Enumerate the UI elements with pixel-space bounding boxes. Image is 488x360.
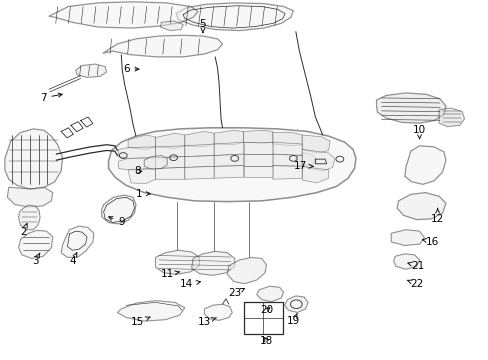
Polygon shape [184,131,214,147]
Polygon shape [272,166,302,179]
Text: 3: 3 [32,253,40,266]
Text: 4: 4 [69,253,77,266]
Text: 10: 10 [412,125,425,139]
Text: 11: 11 [160,269,179,279]
Polygon shape [390,230,424,246]
Polygon shape [243,130,272,143]
Polygon shape [19,205,40,230]
Polygon shape [243,154,272,166]
Polygon shape [214,154,243,166]
Polygon shape [144,156,167,169]
Polygon shape [214,142,243,156]
Text: 9: 9 [108,217,124,228]
Polygon shape [128,135,155,149]
Polygon shape [214,166,243,178]
Text: 21: 21 [407,261,424,271]
Text: 17: 17 [293,161,312,171]
Polygon shape [155,167,184,179]
Polygon shape [284,296,307,312]
Polygon shape [155,133,184,148]
Polygon shape [295,153,315,166]
Polygon shape [184,166,214,179]
Text: 8: 8 [134,166,142,176]
Text: 12: 12 [430,208,444,224]
Polygon shape [214,130,243,145]
Polygon shape [155,146,184,158]
Polygon shape [184,156,214,167]
Text: 23: 23 [227,288,244,298]
Polygon shape [102,195,136,224]
Text: 6: 6 [122,64,139,74]
Polygon shape [118,158,155,170]
Text: 5: 5 [199,19,206,32]
Polygon shape [256,286,283,302]
Polygon shape [272,132,302,146]
Polygon shape [155,157,184,168]
Text: 18: 18 [259,336,273,346]
Text: 20: 20 [260,305,272,315]
Polygon shape [176,3,293,31]
Polygon shape [184,144,214,157]
Polygon shape [243,142,272,154]
Polygon shape [76,64,106,77]
Text: 14: 14 [180,279,200,289]
Polygon shape [302,135,329,153]
Text: 15: 15 [131,317,150,327]
Polygon shape [376,93,445,123]
Text: 7: 7 [40,93,62,103]
Polygon shape [102,35,222,57]
Polygon shape [302,149,334,171]
Polygon shape [118,147,155,158]
Text: 19: 19 [286,313,300,326]
Polygon shape [272,154,302,166]
Text: 2: 2 [20,224,27,237]
Text: 13: 13 [197,317,216,327]
Polygon shape [155,250,199,274]
Polygon shape [61,226,94,257]
Polygon shape [5,129,62,189]
Polygon shape [227,257,266,284]
Polygon shape [404,146,445,184]
Polygon shape [302,166,328,183]
Polygon shape [243,166,272,177]
Polygon shape [393,254,419,269]
Polygon shape [49,2,198,28]
Polygon shape [438,108,464,127]
Text: 1: 1 [136,189,150,199]
Polygon shape [204,304,232,320]
Text: 16: 16 [422,237,439,247]
Polygon shape [272,142,302,156]
Polygon shape [117,301,184,321]
Polygon shape [160,21,183,31]
Polygon shape [128,168,155,184]
Polygon shape [7,187,53,207]
Polygon shape [191,251,234,275]
Polygon shape [19,230,53,258]
Polygon shape [108,128,355,202]
Polygon shape [396,193,445,220]
Text: 22: 22 [407,279,423,289]
